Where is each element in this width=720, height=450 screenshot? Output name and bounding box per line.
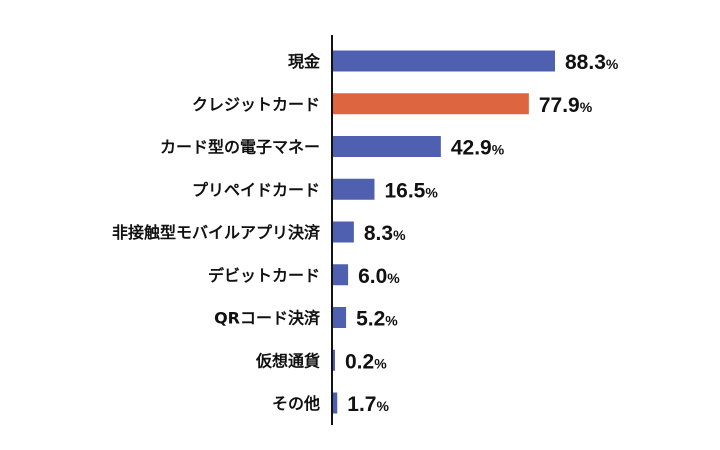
category-label: クレジットカード: [192, 95, 320, 114]
bar-4: [333, 221, 354, 243]
value-label: 77.9%: [539, 94, 593, 117]
category-label: 仮想通貨: [255, 351, 320, 370]
bar-7: [333, 349, 335, 371]
bar-0: [333, 50, 555, 72]
category-label: QRコード決済: [214, 309, 321, 328]
bar-3: [333, 178, 375, 200]
bar-2: [333, 136, 441, 157]
value-label: 1.7%: [347, 393, 389, 416]
category-label: デビットカード: [208, 266, 320, 285]
category-label: 現金: [288, 52, 321, 71]
bar-5: [333, 264, 349, 286]
value-label: 8.3%: [364, 222, 406, 245]
value-label: 6.0%: [358, 265, 400, 288]
bar-1: [333, 93, 529, 115]
bar-8: [333, 392, 338, 414]
bar-6: [333, 307, 347, 328]
value-label: 88.3%: [565, 51, 619, 74]
category-label: プリペイドカード: [192, 180, 320, 199]
value-label: 5.2%: [356, 308, 398, 331]
value-label: 42.9%: [451, 137, 505, 160]
value-label: 16.5%: [384, 179, 438, 202]
category-label: 非接触型モバイルアプリ決済: [112, 223, 321, 242]
category-label: その他: [272, 394, 320, 413]
category-label: カード型の電子マネー: [160, 138, 320, 157]
value-label: 0.2%: [345, 350, 387, 373]
